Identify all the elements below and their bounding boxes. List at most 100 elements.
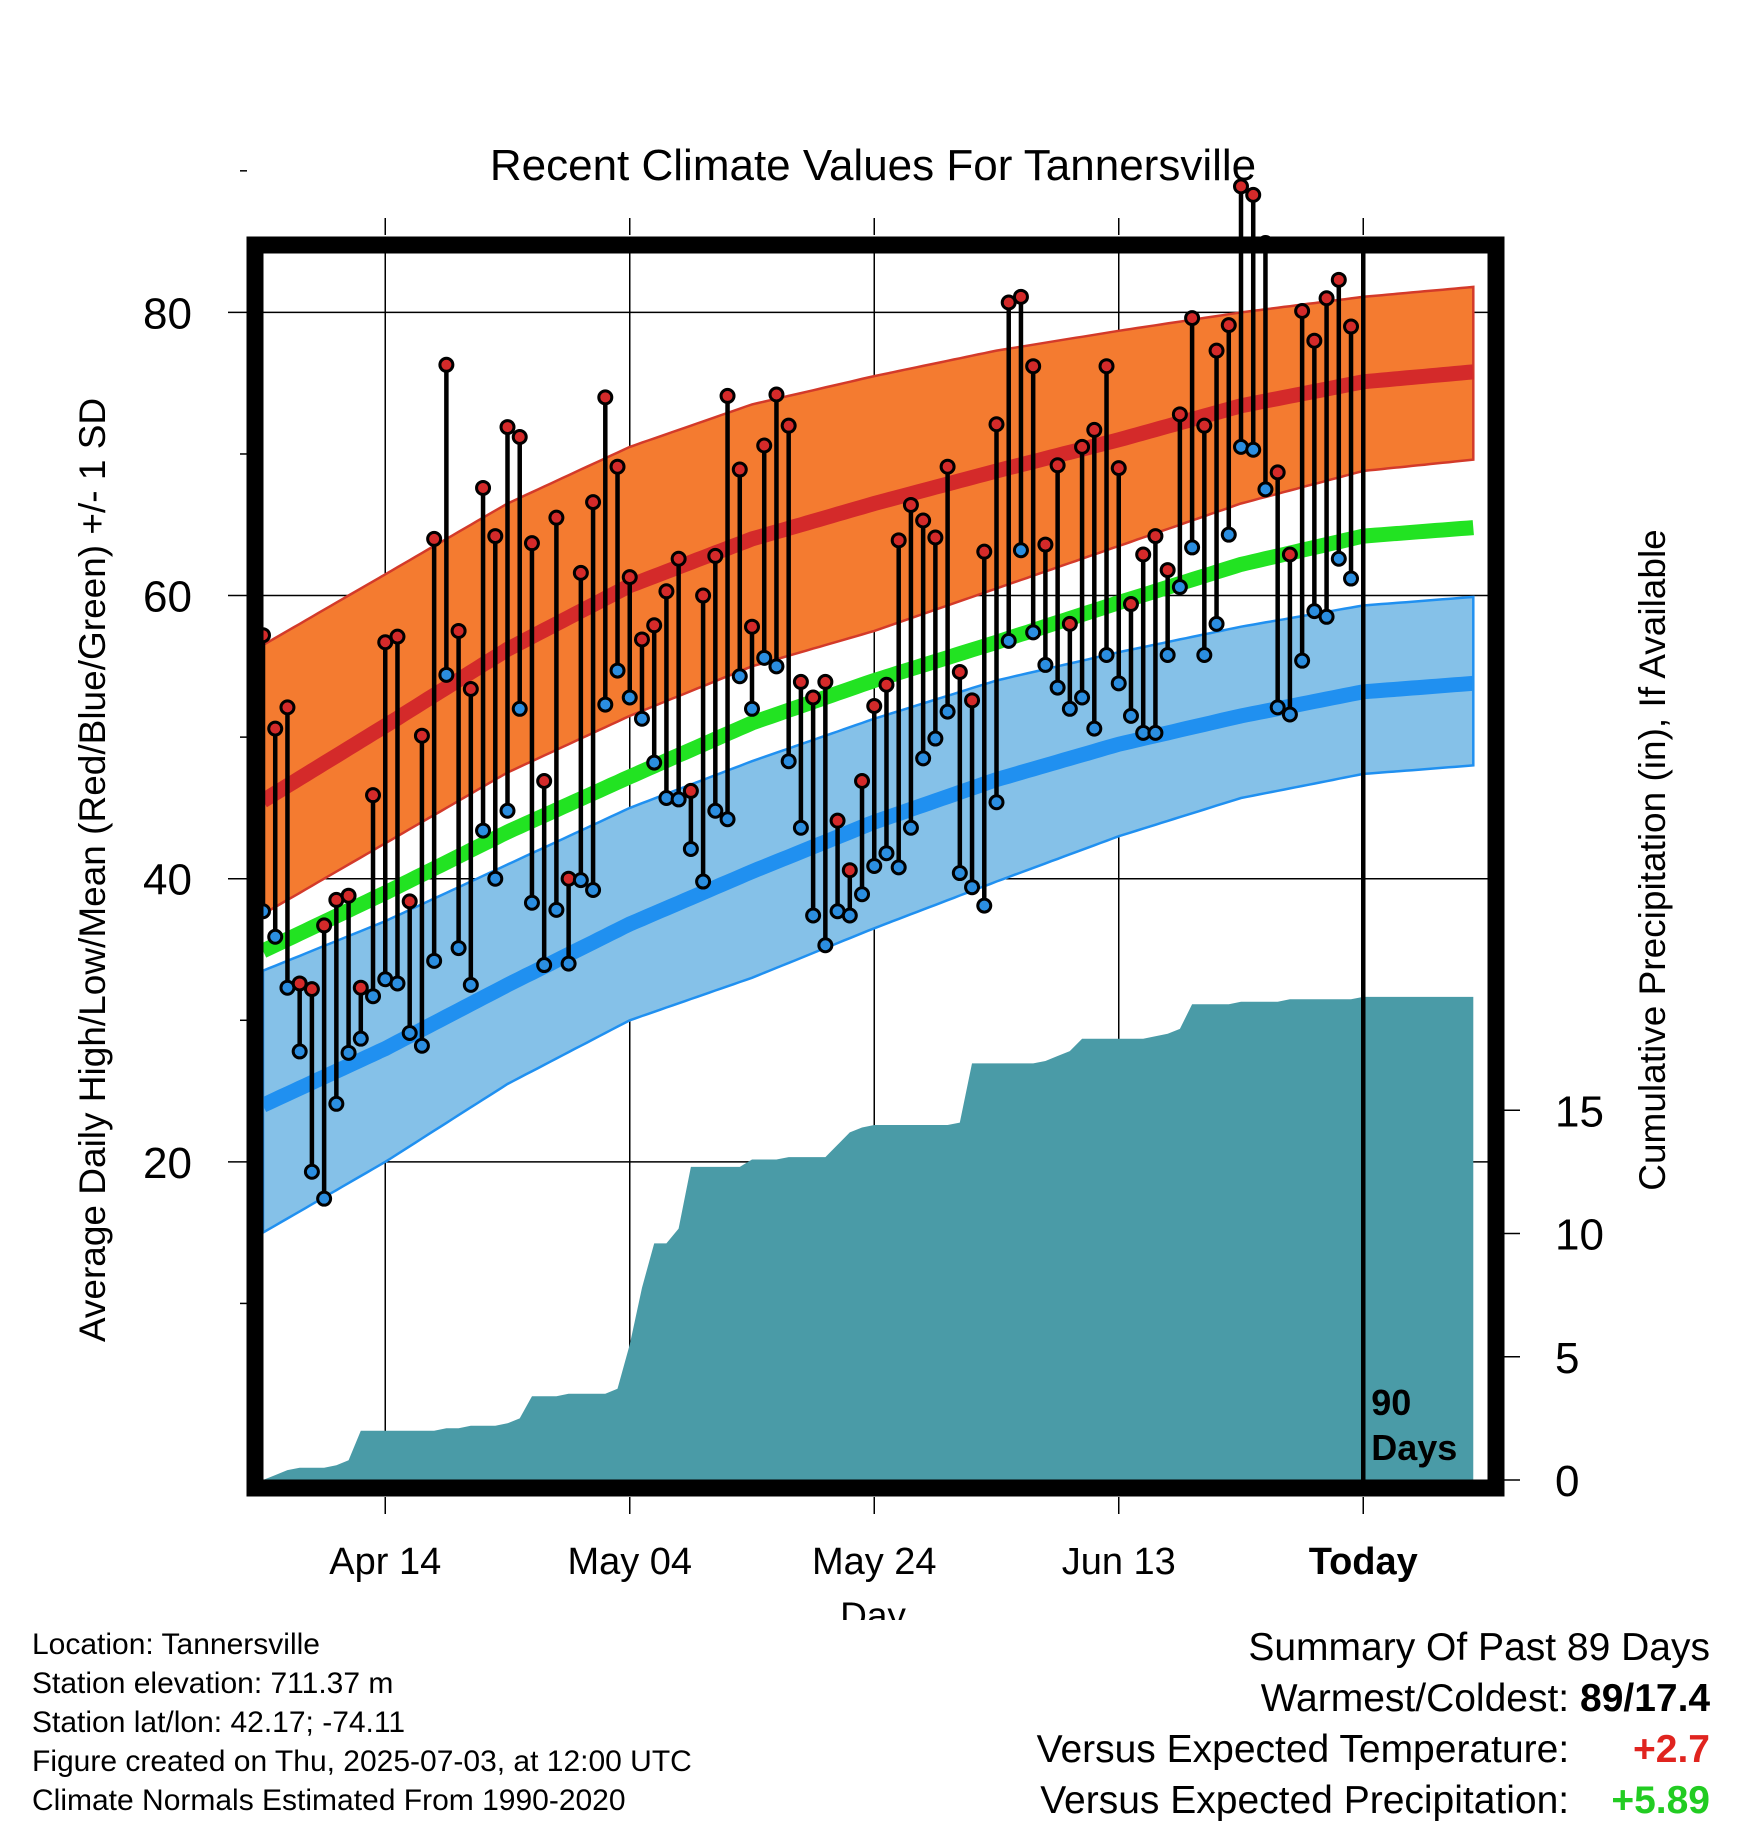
daily-high-point xyxy=(1196,417,1213,434)
daily-low-point xyxy=(621,689,638,706)
daily-high-point xyxy=(805,689,822,706)
daily-low-point xyxy=(805,907,822,924)
daily-high-point xyxy=(1110,460,1127,477)
daily-high-point xyxy=(413,727,430,744)
daily-high-point xyxy=(658,583,675,600)
daily-low-point xyxy=(915,750,932,767)
daily-high-point xyxy=(1049,457,1066,474)
warmest-coldest-row: Warmest/Coldest: 89/17.4 xyxy=(1037,1673,1710,1724)
daily-low-point xyxy=(438,666,455,683)
precip-anomaly-value: +5.89 xyxy=(1611,1779,1710,1822)
right-axis-label: Cumulative Precipitation (in), If Availa… xyxy=(1632,529,1673,1191)
daily-low-point xyxy=(340,1044,357,1061)
normal-high-line xyxy=(263,364,1474,808)
daily-high-point xyxy=(682,782,699,799)
daily-high-point xyxy=(365,787,382,804)
daily-low-point xyxy=(1171,579,1188,596)
daily-low-point xyxy=(1220,526,1237,543)
daily-low-point xyxy=(352,1030,369,1047)
daily-low-point xyxy=(523,894,540,911)
normal-mean-line xyxy=(263,520,1474,958)
daily-high-point xyxy=(670,550,687,567)
daily-low-point xyxy=(878,845,895,862)
daily-high-point xyxy=(462,680,479,697)
daily-high-point xyxy=(744,618,760,635)
daily-low-point xyxy=(1245,441,1262,458)
daily-low-point xyxy=(1257,481,1274,498)
daily-high-point xyxy=(792,673,809,690)
daily-low-point xyxy=(597,696,614,713)
daily-high-point xyxy=(927,529,944,546)
daily-low-point xyxy=(695,873,712,890)
daily-high-point xyxy=(572,564,589,581)
daily-high-point xyxy=(1074,438,1091,455)
high-sd-band xyxy=(263,285,1475,916)
daily-high-point xyxy=(817,673,834,690)
summary-panel: Summary Of Past 89 Days Warmest/Coldest:… xyxy=(1037,1622,1711,1826)
daily-high-point xyxy=(841,862,858,879)
right-tick-label: 10 xyxy=(1555,1211,1604,1260)
daily-high-point xyxy=(1294,302,1311,319)
today-days-number: 90 xyxy=(1371,1382,1411,1423)
daily-high-point xyxy=(646,617,663,634)
daily-low-point xyxy=(866,857,883,874)
left-tick-label: 60 xyxy=(143,573,192,622)
daily-high-point xyxy=(279,699,296,716)
precip-anomaly-row: Versus Expected Precipitation: +5.89 xyxy=(1037,1775,1710,1826)
daily-low-point xyxy=(1318,608,1335,625)
daily-low-point xyxy=(585,882,602,899)
plot-frame xyxy=(246,236,1505,1497)
daily-high-point xyxy=(756,437,773,454)
daily-high-point xyxy=(291,975,308,992)
temp-anomaly-row: Versus Expected Temperature: +2.7 xyxy=(1037,1724,1710,1775)
daily-high-point xyxy=(915,512,932,529)
daily-high-point xyxy=(316,917,333,934)
daily-high-point xyxy=(731,461,748,478)
daily-high-point xyxy=(829,812,846,829)
daily-high-point xyxy=(389,628,406,645)
station-info: Location: Tannersville Station elevation… xyxy=(32,1625,692,1820)
daily-low-point xyxy=(1184,539,1201,556)
daily-high-point xyxy=(1147,528,1164,545)
daily-low-point xyxy=(572,872,589,889)
daily-low-point xyxy=(939,703,956,720)
daily-low-point xyxy=(1122,707,1139,724)
daily-high-point xyxy=(487,528,504,545)
daily-low-point xyxy=(401,1025,418,1042)
daily-low-point xyxy=(413,1037,430,1054)
daily-high-point xyxy=(951,664,968,681)
daily-low-point xyxy=(854,886,871,903)
daily-high-point xyxy=(585,494,602,511)
daily-low-point xyxy=(1061,700,1078,717)
x-tick-label: Apr 14 xyxy=(329,1541,441,1583)
daily-high-point xyxy=(964,692,981,709)
daily-low-point xyxy=(1049,679,1066,696)
daily-high-point xyxy=(340,887,357,904)
daily-high-point xyxy=(267,720,284,737)
daily-low-point xyxy=(1012,542,1029,559)
daily-high-point xyxy=(536,773,553,790)
daily-high-point xyxy=(1159,562,1176,579)
right-tick-label: 15 xyxy=(1555,1087,1604,1136)
daily-low-point xyxy=(475,822,492,839)
daily-low-point xyxy=(902,819,919,836)
daily-high-point xyxy=(1233,178,1249,195)
elevation-text: Station elevation: 711.37 m xyxy=(32,1667,394,1700)
daily-low-point xyxy=(646,754,663,771)
daily-high-point xyxy=(499,419,516,436)
daily-high-point xyxy=(377,634,394,651)
daily-high-point xyxy=(1318,290,1335,307)
right-tick-label: 5 xyxy=(1555,1334,1579,1383)
daily-low-point xyxy=(731,668,748,685)
daily-high-point xyxy=(1281,546,1298,563)
daily-high-point xyxy=(707,547,724,564)
daily-high-point xyxy=(475,479,492,496)
daily-low-point xyxy=(1294,652,1311,669)
daily-low-point xyxy=(927,730,944,747)
daily-low-point xyxy=(1098,647,1115,664)
daily-low-point xyxy=(976,897,993,914)
chart-title: Recent Climate Values For Tannersville xyxy=(490,141,1256,190)
daily-low-point xyxy=(1025,624,1042,641)
daily-high-point xyxy=(523,535,540,552)
